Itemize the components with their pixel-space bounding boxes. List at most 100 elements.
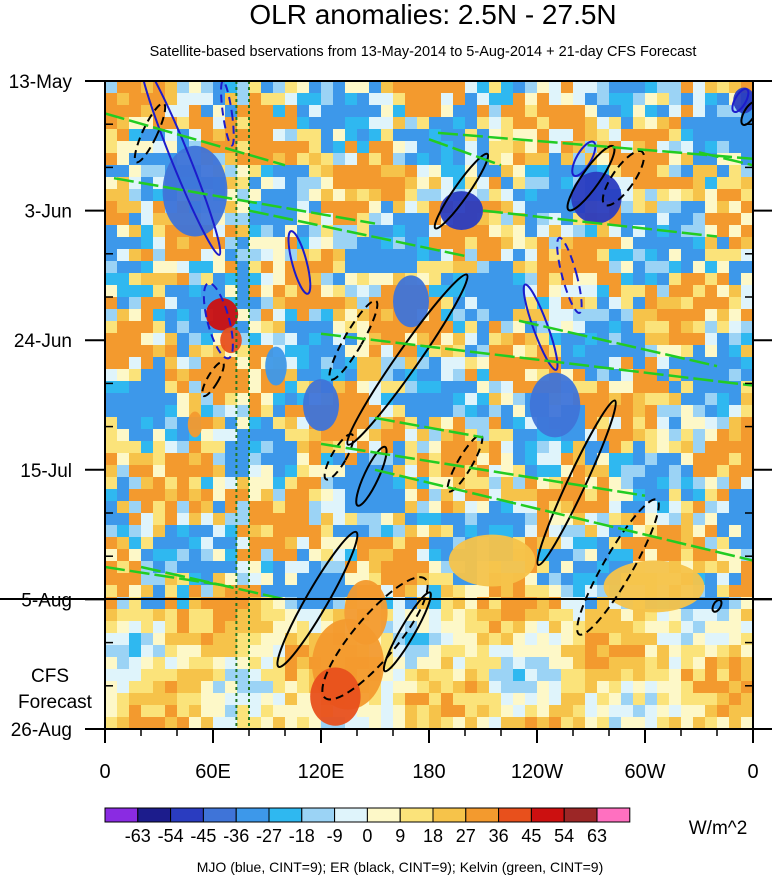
olr-cell xyxy=(429,153,442,166)
olr-cell xyxy=(669,189,682,202)
olr-cell xyxy=(153,429,166,442)
olr-cell xyxy=(621,165,634,178)
olr-cell xyxy=(717,225,730,238)
olr-cell xyxy=(537,189,550,202)
olr-cell xyxy=(105,357,118,370)
olr-cell xyxy=(669,549,682,562)
olr-cell xyxy=(633,81,646,94)
olr-cell xyxy=(165,429,178,442)
olr-cell xyxy=(273,105,286,118)
olr-cell xyxy=(309,465,322,478)
olr-cell xyxy=(297,93,310,106)
olr-cell xyxy=(741,561,753,574)
olr-cell xyxy=(117,717,130,729)
olr-cell xyxy=(105,645,118,658)
olr-cell xyxy=(717,285,730,298)
olr-cell xyxy=(489,393,502,406)
olr-anomaly-patch xyxy=(303,379,339,431)
olr-cell xyxy=(561,693,574,706)
kelvin-contour xyxy=(320,442,646,497)
olr-cell xyxy=(585,525,598,538)
olr-cell xyxy=(549,309,562,322)
colorbar-label: -18 xyxy=(289,826,315,846)
olr-cell xyxy=(117,525,130,538)
olr-cell xyxy=(249,501,262,514)
olr-cell xyxy=(645,705,658,718)
olr-cell xyxy=(345,81,358,94)
olr-cell xyxy=(621,465,634,478)
olr-cell xyxy=(153,525,166,538)
olr-cell xyxy=(597,285,610,298)
olr-cell xyxy=(381,105,394,118)
olr-anomaly-patch xyxy=(205,298,239,331)
olr-cell xyxy=(201,633,214,646)
olr-cell xyxy=(669,441,682,454)
olr-cell xyxy=(693,609,706,622)
olr-cell xyxy=(573,345,586,358)
olr-cell xyxy=(705,201,718,214)
olr-cell xyxy=(309,345,322,358)
olr-cell xyxy=(333,309,346,322)
olr-cell xyxy=(417,177,430,190)
olr-cell xyxy=(441,381,454,394)
olr-cell xyxy=(225,285,238,298)
olr-cell xyxy=(201,681,214,694)
olr-cell xyxy=(309,369,322,382)
olr-cell xyxy=(405,105,418,118)
olr-cell xyxy=(645,309,658,322)
olr-cell xyxy=(741,621,753,634)
olr-cell xyxy=(117,621,130,634)
olr-cell xyxy=(261,93,274,106)
olr-cell xyxy=(657,141,670,154)
olr-cell xyxy=(117,105,130,118)
olr-cell xyxy=(237,297,250,310)
olr-cell xyxy=(537,465,550,478)
olr-cell xyxy=(477,333,490,346)
olr-cell xyxy=(477,249,490,262)
olr-cell xyxy=(513,597,526,610)
olr-cell xyxy=(321,105,334,118)
olr-cell xyxy=(165,621,178,634)
olr-cell xyxy=(177,465,190,478)
olr-cell xyxy=(657,549,670,562)
er-contour xyxy=(740,100,753,126)
olr-cell xyxy=(489,441,502,454)
olr-cell xyxy=(201,537,214,550)
olr-cell xyxy=(237,573,250,586)
olr-cell xyxy=(285,141,298,154)
olr-cell xyxy=(657,189,670,202)
olr-cell xyxy=(105,657,118,670)
olr-cell xyxy=(297,585,310,598)
olr-cell xyxy=(177,249,190,262)
olr-cell xyxy=(549,189,562,202)
olr-cell xyxy=(237,597,250,610)
olr-cell xyxy=(645,165,658,178)
olr-cell xyxy=(681,501,694,514)
olr-cell xyxy=(741,357,753,370)
olr-cell xyxy=(417,369,430,382)
olr-cell xyxy=(381,369,394,382)
olr-cell xyxy=(129,333,142,346)
olr-cell xyxy=(441,621,454,634)
olr-cell xyxy=(549,285,562,298)
olr-cell xyxy=(621,393,634,406)
olr-cell xyxy=(729,237,742,250)
olr-cell xyxy=(477,717,490,729)
olr-cell xyxy=(105,417,118,430)
olr-cell xyxy=(321,153,334,166)
olr-cell xyxy=(117,549,130,562)
olr-cell xyxy=(333,537,346,550)
olr-cell xyxy=(285,333,298,346)
olr-cell xyxy=(261,477,274,490)
olr-cell xyxy=(273,669,286,682)
olr-cell xyxy=(477,237,490,250)
olr-cell xyxy=(141,621,154,634)
olr-cell xyxy=(237,273,250,286)
olr-cell xyxy=(141,129,154,142)
olr-cell xyxy=(393,357,406,370)
olr-cell xyxy=(621,261,634,274)
x-tick-label: 60E xyxy=(195,761,231,783)
olr-cell xyxy=(213,597,226,610)
olr-cell xyxy=(273,189,286,202)
olr-cell xyxy=(573,561,586,574)
